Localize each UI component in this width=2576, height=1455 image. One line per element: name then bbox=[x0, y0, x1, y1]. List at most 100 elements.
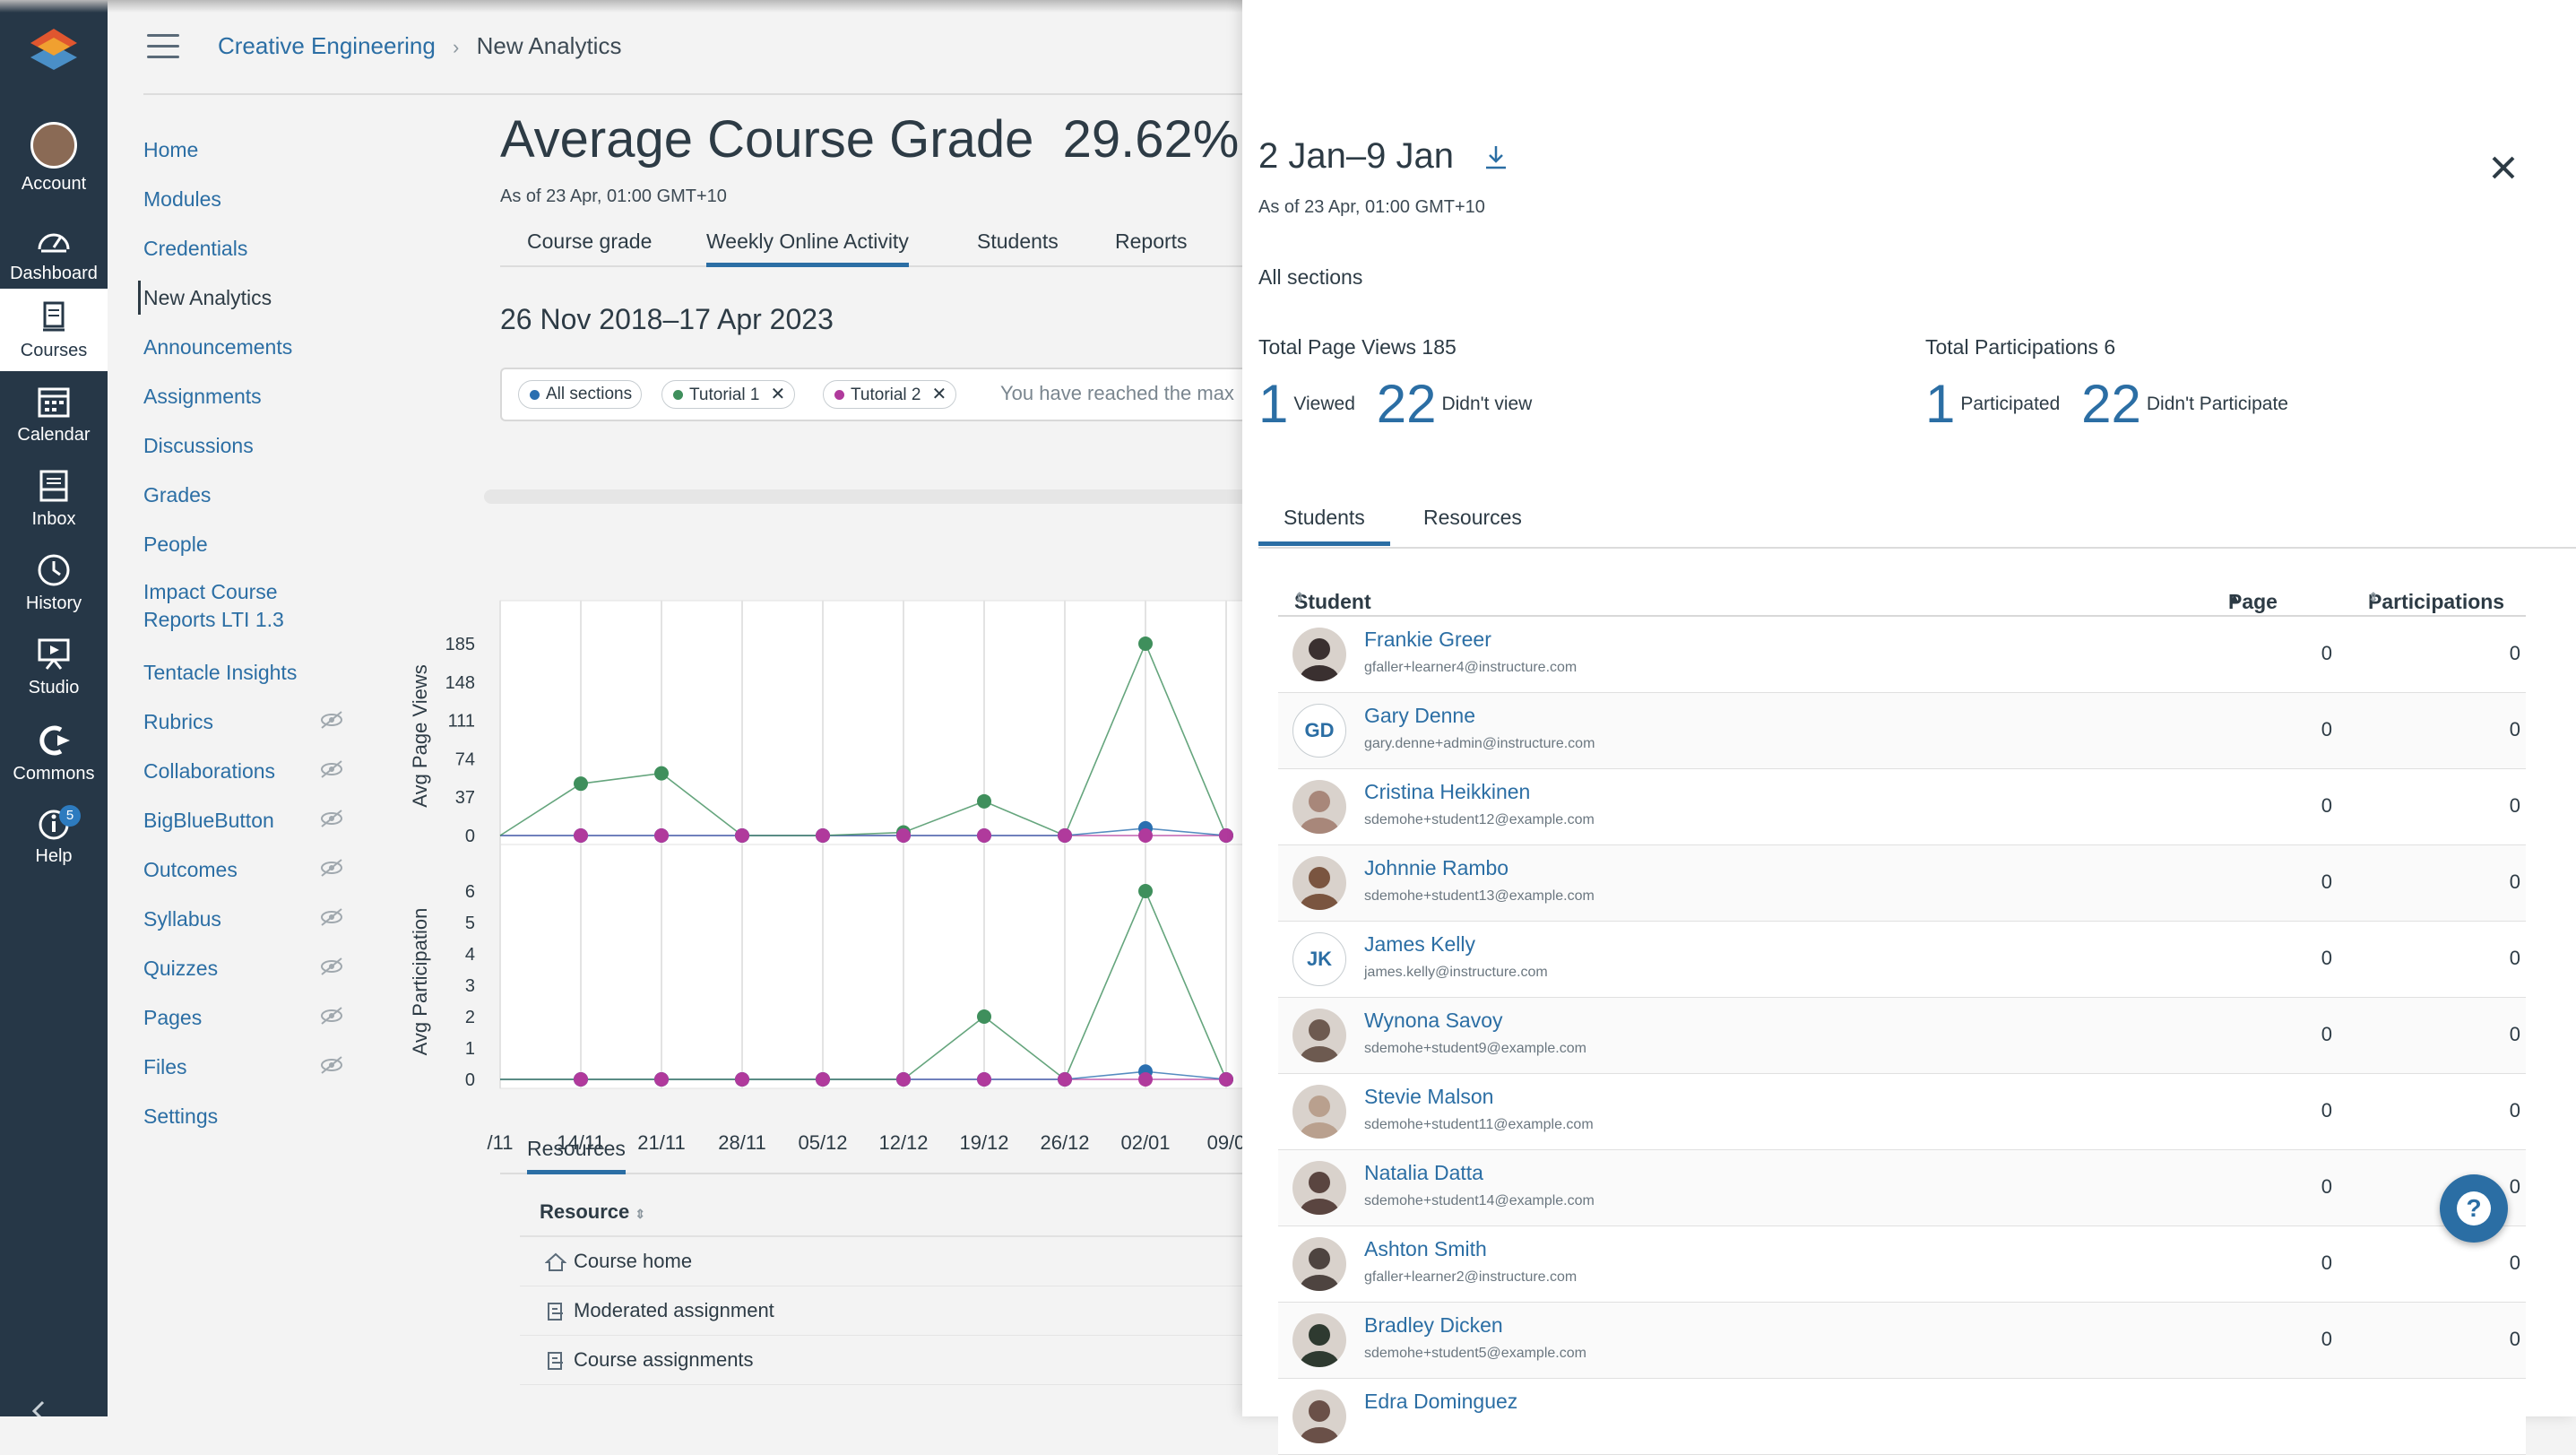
filter-chip-tutorial-2[interactable]: Tutorial 2 ✕ bbox=[823, 380, 957, 409]
home-icon bbox=[545, 1252, 566, 1271]
top-bar: Creative Engineering › New Analytics bbox=[108, 0, 2576, 93]
student-name-link[interactable]: Ashton Smith bbox=[1364, 1237, 1487, 1260]
student-row[interactable]: Johnnie Rambo sdemohe+student13@example.c… bbox=[1278, 845, 2526, 922]
course-nav-credentials[interactable]: Credentials bbox=[143, 237, 248, 260]
course-nav-pages[interactable]: Pages bbox=[143, 1002, 376, 1052]
download-icon[interactable] bbox=[1482, 143, 1509, 172]
column-header-label: Resource bbox=[540, 1200, 630, 1223]
hamburger-menu-icon[interactable] bbox=[147, 34, 179, 59]
course-nav-quizzes[interactable]: Quizzes bbox=[143, 953, 376, 1002]
global-navigation: Account Dashboard Courses Calendar Inbox… bbox=[0, 0, 108, 1416]
student-name-link[interactable]: James Kelly bbox=[1364, 932, 1475, 956]
section-filter-input[interactable]: All sections Tutorial 1 ✕ Tutorial 2 ✕ You… bbox=[500, 368, 1273, 421]
course-nav-grades[interactable]: Grades bbox=[143, 483, 212, 507]
tray-sections-label: All sections bbox=[1258, 265, 1363, 289]
x-tick-label: /11 bbox=[488, 1131, 514, 1154]
remove-filter-icon[interactable]: ✕ bbox=[931, 385, 947, 404]
resource-row[interactable]: Course assignments bbox=[520, 1336, 1273, 1385]
student-row[interactable]: Cristina Heikkinen sdemohe+student12@exam… bbox=[1278, 769, 2526, 845]
course-nav-impact-reports[interactable]: Impact Course Reports LTI 1.3 bbox=[143, 580, 284, 631]
chart-scrollbar[interactable] bbox=[484, 489, 1255, 504]
student-participations: 0 bbox=[2509, 1328, 2520, 1350]
students-table: Student ⇕ Page views ▲ Participations ⇕ … bbox=[1278, 565, 2526, 1455]
course-nav-home[interactable]: Home bbox=[143, 138, 199, 161]
course-nav-rubrics[interactable]: Rubrics bbox=[143, 706, 376, 756]
student-name-link[interactable]: Johnnie Rambo bbox=[1364, 856, 1509, 879]
course-nav-modules[interactable]: Modules bbox=[143, 187, 221, 211]
global-nav-account[interactable]: Account bbox=[0, 122, 108, 201]
course-nav-settings[interactable]: Settings bbox=[143, 1104, 219, 1128]
tray-tab-resources[interactable]: Resources bbox=[1423, 506, 1522, 529]
student-name-link[interactable]: Natalia Datta bbox=[1364, 1161, 1483, 1184]
tab-course-grade[interactable]: Course grade bbox=[527, 230, 653, 253]
tab-weekly-online-activity[interactable]: Weekly Online Activity bbox=[706, 230, 909, 267]
chart-panel-background bbox=[499, 844, 1256, 1089]
tab-resources[interactable]: Resources bbox=[527, 1137, 626, 1174]
global-nav-studio[interactable]: Studio bbox=[0, 637, 108, 703]
student-name-link[interactable]: Bradley Dicken bbox=[1364, 1313, 1503, 1337]
student-name-link[interactable]: Edra Dominguez bbox=[1364, 1390, 1518, 1413]
student-row[interactable]: Bradley Dicken sdemohe+student5@example.c… bbox=[1278, 1303, 2526, 1379]
average-grade-value: 29.62% bbox=[1062, 110, 1240, 169]
student-participations: 0 bbox=[2509, 1251, 2520, 1274]
global-nav-calendar[interactable]: Calendar bbox=[0, 384, 108, 450]
filter-chip-tutorial-1[interactable]: Tutorial 1 ✕ bbox=[661, 380, 796, 409]
resource-column-header[interactable]: Resource ⇕ bbox=[520, 1194, 1273, 1237]
global-nav-inbox[interactable]: Inbox bbox=[0, 468, 108, 534]
course-nav-collaborations[interactable]: Collaborations bbox=[143, 756, 376, 805]
student-name-link[interactable]: Cristina Heikkinen bbox=[1364, 780, 1531, 803]
global-nav-history[interactable]: History bbox=[0, 552, 108, 619]
x-tick-label: 09/0 bbox=[1207, 1131, 1246, 1154]
course-nav-discussions[interactable]: Discussions bbox=[143, 434, 254, 457]
course-nav-bigbluebutton[interactable]: BigBlueButton bbox=[143, 805, 376, 854]
student-avatar bbox=[1292, 1390, 1346, 1443]
tab-students[interactable]: Students bbox=[977, 230, 1059, 253]
course-nav-assignments[interactable]: Assignments bbox=[143, 385, 262, 408]
student-row[interactable]: Natalia Datta sdemohe+student14@example.c… bbox=[1278, 1150, 2526, 1226]
institution-logo[interactable] bbox=[25, 25, 82, 82]
course-nav-outcomes[interactable]: Outcomes bbox=[143, 854, 376, 904]
help-fab-button[interactable]: ? bbox=[2440, 1174, 2508, 1243]
student-row[interactable]: GD Gary Denne gary.denne+admin@instructure… bbox=[1278, 693, 2526, 769]
student-name-link[interactable]: Gary Denne bbox=[1364, 704, 1476, 727]
student-row[interactable]: Wynona Savoy sdemohe+student9@example.com… bbox=[1278, 998, 2526, 1074]
viewed-count: 1 bbox=[1258, 374, 1289, 434]
breadcrumb-course-link[interactable]: Creative Engineering bbox=[218, 32, 436, 59]
course-nav-files[interactable]: Files bbox=[143, 1052, 376, 1101]
resource-row[interactable]: Moderated assignment bbox=[520, 1286, 1273, 1336]
participated-label: Participated bbox=[1960, 393, 2061, 414]
y-tick-label: 148 bbox=[445, 673, 475, 693]
course-nav-people[interactable]: People bbox=[143, 533, 208, 556]
student-row[interactable]: Stevie Malson sdemohe+student11@example.c… bbox=[1278, 1074, 2526, 1150]
data-point bbox=[816, 828, 830, 843]
global-nav-dashboard[interactable]: Dashboard bbox=[0, 222, 108, 285]
y-tick-label: 0 bbox=[465, 1070, 475, 1090]
close-icon[interactable] bbox=[2488, 152, 2519, 183]
course-nav-syllabus[interactable]: Syllabus bbox=[143, 904, 376, 953]
tab-reports[interactable]: Reports bbox=[1115, 230, 1188, 253]
student-row[interactable]: Ashton Smith gfaller+learner2@instructure… bbox=[1278, 1226, 2526, 1303]
collapse-nav-icon[interactable] bbox=[30, 1399, 57, 1416]
student-name-link[interactable]: Wynona Savoy bbox=[1364, 1009, 1503, 1032]
student-name-link[interactable]: Stevie Malson bbox=[1364, 1085, 1494, 1108]
course-nav-announcements[interactable]: Announcements bbox=[143, 335, 293, 359]
tray-tab-students[interactable]: Students bbox=[1258, 506, 1390, 546]
global-nav-help[interactable]: 5 Help bbox=[0, 805, 108, 877]
filter-limit-message: You have reached the max bbox=[1000, 382, 1234, 404]
student-row[interactable]: Edra Dominguez bbox=[1278, 1379, 2526, 1455]
remove-filter-icon[interactable]: ✕ bbox=[770, 385, 786, 404]
course-nav-label: BigBlueButton bbox=[143, 809, 274, 832]
filter-chip-all-sections[interactable]: All sections bbox=[518, 380, 643, 409]
student-participations: 0 bbox=[2509, 1023, 2520, 1045]
resource-row[interactable]: Course home bbox=[520, 1237, 1273, 1286]
student-row[interactable]: Frankie Greer gfaller+learner4@instructur… bbox=[1278, 617, 2526, 693]
global-nav-courses[interactable]: Courses bbox=[0, 289, 108, 371]
course-nav-tentacle-insights[interactable]: Tentacle Insights bbox=[143, 661, 298, 684]
course-nav-new-analytics[interactable]: New Analytics bbox=[138, 281, 376, 332]
student-row[interactable]: JK James Kelly james.kelly@instructure.com… bbox=[1278, 922, 2526, 998]
data-point bbox=[574, 828, 588, 843]
global-nav-commons[interactable]: Commons bbox=[0, 723, 108, 789]
student-name-link[interactable]: Frankie Greer bbox=[1364, 628, 1491, 651]
student-page-views: 0 bbox=[2321, 1251, 2332, 1274]
course-nav-label: Collaborations bbox=[143, 759, 276, 783]
